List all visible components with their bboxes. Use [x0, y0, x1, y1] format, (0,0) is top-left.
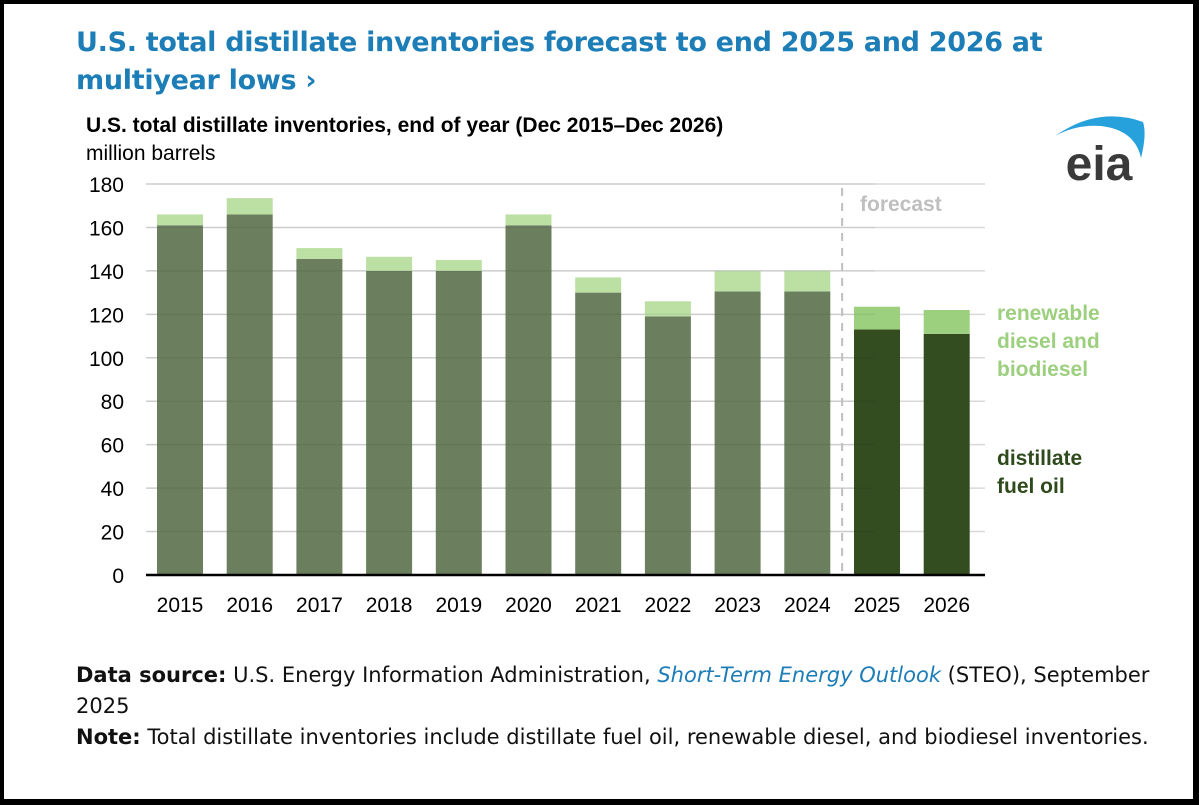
- forecast-label: forecast: [860, 193, 942, 216]
- bar-distillate-fuel-oil-2017: [296, 258, 343, 575]
- bar-renewable-diesel-2025: [854, 306, 900, 330]
- bar-renewable-diesel-2022: [644, 301, 691, 317]
- bar-distillate-fuel-oil-2018: [366, 270, 413, 575]
- x-tick-label: 2017: [296, 594, 343, 617]
- data-source-text: U.S. Energy Information Administration,: [233, 663, 651, 687]
- note-label: Note:: [76, 725, 141, 749]
- data-source-suffix: (STEO), September 2025: [76, 663, 1150, 718]
- bar-distillate-fuel-oil-2023: [714, 291, 761, 575]
- bar-distillate-fuel-oil-2026: [923, 333, 970, 575]
- y-tick-label: 160: [89, 217, 124, 240]
- x-tick-label: 2026: [923, 594, 970, 617]
- chart-title: U.S. total distillate inventories, end o…: [86, 114, 724, 137]
- chart-units-label: million barrels: [86, 142, 216, 165]
- bar-renewable-diesel-2019: [435, 260, 482, 271]
- bar-distillate-fuel-oil-2025: [854, 329, 900, 575]
- steo-link[interactable]: Short-Term Energy Outlook: [657, 663, 941, 687]
- bar-distillate-fuel-oil-2020: [505, 225, 552, 575]
- bar-renewable-diesel-2020: [505, 214, 552, 226]
- y-tick-label: 100: [89, 348, 124, 371]
- bar-renewable-diesel-2017: [296, 248, 343, 259]
- legend-renewable-diesel: biodiesel: [997, 358, 1088, 381]
- bar-renewable-diesel-2018: [366, 256, 413, 271]
- legend-distillate-fuel-oil: fuel oil: [997, 475, 1065, 498]
- x-tick-label: 2020: [505, 594, 552, 617]
- bar-distillate-fuel-oil-2019: [435, 270, 482, 575]
- bar-chart: 0 20 40 60 80 100 120 140 160 180 2015 2016 2017 2018…: [89, 174, 1100, 617]
- x-tick-label: 2023: [714, 594, 761, 617]
- x-tick-label: 2022: [645, 594, 692, 617]
- legend-renewable-diesel: renewable: [997, 302, 1100, 325]
- note-line: Note: Total distillate inventories inclu…: [76, 722, 1166, 753]
- bar-renewable-diesel-2024: [784, 270, 831, 292]
- y-tick-label: 20: [101, 522, 124, 545]
- eia-logo: eia: [1055, 116, 1145, 188]
- x-tick-label: 2019: [435, 594, 482, 617]
- bar-distillate-fuel-oil-2021: [575, 292, 622, 575]
- x-tick-label: 2025: [854, 594, 901, 617]
- y-tick-label: 0: [112, 565, 124, 588]
- data-source-line: Data source: U.S. Energy Information Adm…: [76, 660, 1166, 722]
- bar-distillate-fuel-oil-2024: [784, 291, 831, 575]
- eia-logo-text: eia: [1066, 138, 1133, 188]
- bar-renewable-diesel-2021: [575, 277, 622, 293]
- chevron-right-icon: ›: [305, 65, 317, 96]
- bar-renewable-diesel-2026: [923, 309, 970, 334]
- y-tick-label: 40: [101, 478, 124, 501]
- bar-distillate-fuel-oil-2015: [157, 225, 203, 575]
- x-tick-label: 2018: [366, 594, 413, 617]
- y-tick-label: 180: [89, 174, 124, 197]
- x-tick-label: 2016: [226, 594, 273, 617]
- legend-distillate-fuel-oil: distillate: [997, 447, 1082, 470]
- bar-distillate-fuel-oil-2022: [644, 316, 691, 575]
- data-source-label: Data source:: [76, 663, 227, 687]
- y-tick-label: 120: [89, 304, 124, 327]
- x-tick-label: 2024: [784, 594, 831, 617]
- bar-renewable-diesel-2023: [714, 270, 761, 292]
- x-tick-label: 2021: [575, 594, 622, 617]
- bar-renewable-diesel-2015: [157, 214, 203, 226]
- article-headline-link[interactable]: U.S. total distillate inventories foreca…: [76, 24, 1156, 100]
- headline-text: U.S. total distillate inventories foreca…: [76, 27, 1043, 96]
- y-tick-label: 60: [101, 435, 124, 458]
- x-tick-label: 2015: [157, 594, 204, 617]
- footer-notes: Data source: U.S. Energy Information Adm…: [76, 660, 1166, 753]
- bar-distillate-fuel-oil-2016: [226, 214, 273, 575]
- legend-renewable-diesel: diesel and: [997, 330, 1100, 353]
- y-tick-label: 140: [89, 261, 124, 284]
- bar-renewable-diesel-2016: [226, 198, 273, 215]
- note-text: Total distillate inventories include dis…: [147, 725, 1149, 749]
- y-tick-label: 80: [101, 391, 124, 414]
- eia-logo-swoosh-icon: [1055, 116, 1145, 158]
